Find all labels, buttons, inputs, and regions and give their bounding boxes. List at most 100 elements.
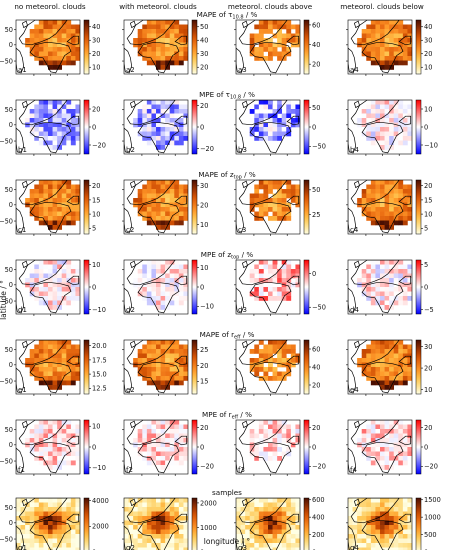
heat-cell — [258, 525, 264, 530]
heat-cell — [43, 109, 49, 114]
heat-cell — [142, 136, 148, 141]
colorbar — [191, 497, 198, 550]
heat-cell — [137, 193, 143, 199]
heat-cell — [160, 136, 166, 141]
heat-cell — [174, 344, 180, 350]
heat-cell — [48, 193, 53, 199]
heat-cell — [258, 131, 264, 137]
heat-cell — [151, 104, 157, 110]
heat-cell — [393, 278, 399, 283]
heat-cell — [70, 507, 76, 512]
heat-cell — [361, 118, 367, 123]
heat-cell — [165, 122, 171, 128]
heat-cell — [137, 433, 143, 439]
heat-cell — [286, 109, 292, 114]
heat-cell — [43, 207, 49, 212]
heat-cell — [281, 543, 287, 548]
heat-cell — [52, 529, 58, 535]
heat-cell — [290, 358, 296, 363]
heat-cell — [169, 534, 175, 539]
heat-cell — [389, 442, 395, 448]
panel-frame — [235, 497, 301, 550]
heat-cell — [389, 296, 395, 301]
heat-cell — [61, 104, 67, 110]
heat-cell — [174, 131, 180, 137]
heat-cell — [156, 220, 161, 226]
heat-cell — [384, 207, 390, 212]
heat-cell — [281, 420, 287, 425]
panel-label: e4 — [350, 386, 359, 394]
heat-cell — [43, 33, 49, 39]
heat-cell — [370, 118, 376, 123]
heat-cell — [133, 202, 139, 208]
heat-cell — [389, 264, 395, 270]
heat-cell — [249, 278, 255, 283]
heat-cell — [398, 367, 404, 372]
heat-cell — [272, 547, 278, 550]
heat-cell — [407, 442, 412, 448]
heat-cell — [370, 42, 376, 48]
heat-cell — [151, 420, 157, 425]
heat-cell — [389, 273, 395, 279]
heat-cell — [57, 104, 63, 110]
heat-cell — [156, 433, 161, 439]
heat-cell — [286, 51, 292, 57]
heat-cell — [75, 207, 80, 212]
heat-cell — [290, 433, 296, 439]
heat-cell — [124, 498, 129, 503]
heat-cell — [263, 38, 269, 43]
heat-cell — [380, 498, 385, 503]
heat-cells — [348, 260, 412, 314]
heat-cell — [34, 47, 40, 52]
heat-cell — [389, 193, 395, 199]
heat-cell — [61, 24, 67, 30]
heat-cell — [402, 287, 408, 292]
heat-cell — [66, 502, 72, 508]
heat-cell — [384, 180, 390, 185]
heat-cell — [169, 189, 175, 194]
heat-cell — [393, 456, 399, 461]
heat-cell — [389, 100, 395, 105]
heat-cell — [357, 547, 363, 550]
row-title: MPE of reff / % — [202, 410, 252, 421]
heat-cell — [268, 100, 273, 105]
heat-cell — [137, 353, 143, 359]
heat-cell — [281, 547, 287, 550]
heat-cell — [366, 207, 372, 212]
row-title: MAPE of ztop / % — [198, 170, 255, 181]
heat-cell — [366, 424, 372, 430]
heat-cell — [70, 498, 76, 503]
heat-cell — [70, 104, 76, 110]
heat-cell — [57, 29, 63, 34]
heat-cell — [70, 456, 76, 461]
heat-cell — [165, 447, 171, 452]
heat-cell — [156, 543, 161, 548]
heat-cell — [402, 113, 408, 119]
heat-cell — [25, 442, 31, 448]
row-title: MAPE of τ10.8 / % — [197, 10, 258, 21]
heat-cell — [57, 33, 63, 39]
panel-label: e3 — [238, 386, 247, 394]
heat-cell — [366, 344, 372, 350]
heat-cell — [128, 498, 134, 503]
heat-cell — [249, 547, 255, 550]
heat-cell — [375, 420, 381, 425]
map-panel-g4: g4−50050150010005000 — [346, 496, 441, 550]
heat-cell — [384, 353, 390, 359]
heat-cell — [43, 127, 49, 132]
heat-cell — [398, 109, 404, 114]
heat-cell — [160, 20, 166, 25]
lat-tick-label: −50 — [0, 535, 13, 543]
colorbar-tick-label: 50 — [312, 104, 320, 112]
heat-cell — [70, 287, 76, 292]
heat-cell — [165, 353, 171, 359]
heat-cell — [52, 451, 58, 457]
heat-cell — [151, 113, 157, 119]
heat-cell — [272, 529, 278, 535]
heat-cell — [366, 451, 372, 457]
heat-cell — [29, 502, 35, 508]
heat-cell — [380, 136, 385, 141]
heat-cell — [169, 538, 175, 544]
heat-cell — [146, 353, 152, 359]
heat-cell — [165, 189, 171, 194]
